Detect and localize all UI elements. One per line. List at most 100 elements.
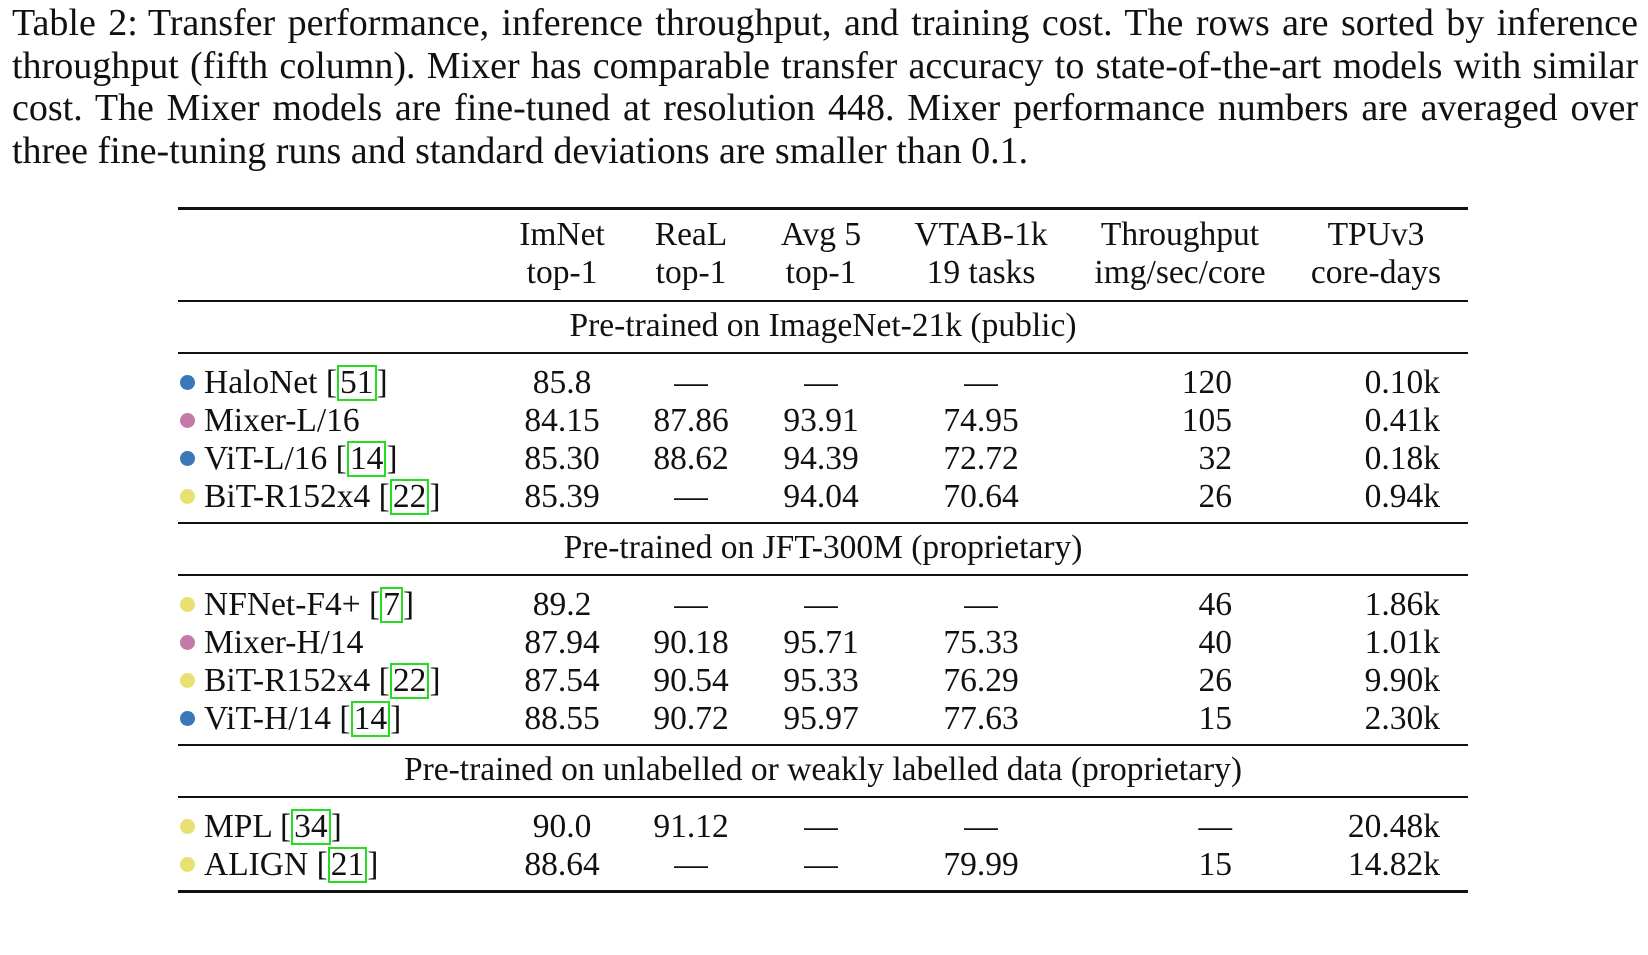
- header-avg5: Avg 5 top-1: [780, 216, 862, 291]
- avg5-cell: 95.97: [783, 700, 859, 737]
- avg5-cell: —: [804, 364, 838, 401]
- group-header-row: Pre-trained on JFT-300M (proprietary): [178, 523, 1468, 575]
- imnet-cell: 85.8: [532, 364, 592, 401]
- legend-dot-icon: [180, 635, 195, 650]
- model-name: ViT-H/14 [: [204, 700, 351, 737]
- header-throughput: Throughput img/sec/core: [1094, 216, 1266, 291]
- avg5-cell: 94.04: [783, 478, 859, 515]
- model-cell: HaloNet [51]: [178, 353, 498, 402]
- model-name: BiT-R152x4 [: [204, 662, 390, 699]
- group-title: Pre-trained on unlabelled or weakly labe…: [403, 751, 1243, 788]
- table-row: NFNet-F4+ [7] 89.2 — — — 46 1.86k: [178, 575, 1468, 624]
- citation-bracket: ]: [402, 586, 415, 623]
- real-cell: —: [674, 586, 708, 623]
- model-cell: NFNet-F4+ [7]: [178, 575, 498, 624]
- table-row: BiT-R152x4 [22] 87.54 90.54 95.33 76.29 26 9.9…: [178, 662, 1468, 700]
- tpu-cell: 0.94k: [1364, 478, 1440, 515]
- tpu-cell: 2.30k: [1364, 700, 1440, 737]
- real-cell: 90.54: [653, 662, 729, 699]
- table-header-row: ImNet top-1 ReaL top-1 Avg 5 top-1 VTAB-1k 1…: [178, 208, 1468, 302]
- header-model: [178, 209, 498, 302]
- model-name: ALIGN [: [204, 846, 328, 883]
- citation-link[interactable]: 21: [327, 847, 368, 883]
- real-cell: 91.12: [653, 808, 729, 845]
- imnet-cell: 88.55: [524, 700, 600, 737]
- citation-link[interactable]: 7: [380, 587, 403, 623]
- citation-link[interactable]: 22: [389, 479, 430, 515]
- avg5-cell: —: [804, 808, 838, 845]
- table-row: Mixer-L/16 84.15 87.86 93.91 74.95 105 0.41k: [178, 402, 1468, 440]
- vtab-cell: 72.72: [943, 440, 1019, 477]
- imnet-cell: 90.0: [532, 808, 592, 845]
- results-table: ImNet top-1 ReaL top-1 Avg 5 top-1 VTAB-1k 1…: [178, 207, 1468, 893]
- imnet-cell: 89.2: [532, 586, 592, 623]
- imnet-cell: 87.94: [524, 624, 600, 661]
- real-cell: —: [674, 846, 708, 883]
- table-caption: Table 2: Transfer performance, inference …: [12, 2, 1638, 172]
- imnet-cell: 87.54: [524, 662, 600, 699]
- throughput-cell: 15: [1198, 846, 1233, 883]
- model-name: Mixer-L/16: [204, 402, 360, 439]
- model-name: HaloNet [: [204, 364, 338, 401]
- group-title: Pre-trained on ImageNet-21k (public): [569, 307, 1077, 344]
- tpu-cell: 20.48k: [1347, 808, 1440, 845]
- tpu-cell: 1.01k: [1364, 624, 1440, 661]
- tpu-cell: 0.10k: [1364, 364, 1440, 401]
- vtab-cell: 79.99: [943, 846, 1019, 883]
- throughput-cell: 40: [1198, 624, 1233, 661]
- throughput-cell: 32: [1198, 440, 1233, 477]
- citation-bracket: ]: [367, 846, 379, 883]
- citation-link[interactable]: 14: [350, 701, 391, 737]
- citation-link[interactable]: 22: [389, 663, 430, 699]
- throughput-cell: 15: [1198, 700, 1233, 737]
- model-cell: Mixer-H/14: [178, 624, 498, 662]
- real-cell: 90.18: [653, 624, 729, 661]
- imnet-cell: 84.15: [524, 402, 600, 439]
- citation-link[interactable]: 51: [337, 365, 377, 401]
- header-imnet: ImNet top-1: [519, 216, 605, 291]
- avg5-cell: —: [804, 586, 838, 623]
- tpu-cell: 1.86k: [1364, 586, 1440, 623]
- avg5-cell: 95.33: [783, 662, 859, 699]
- table-row: HaloNet [51] 85.8 — — — 120 0.10k: [178, 353, 1468, 402]
- model-cell: ALIGN [21]: [178, 846, 498, 892]
- throughput-cell: 46: [1198, 586, 1233, 623]
- legend-dot-icon: [180, 413, 195, 428]
- imnet-cell: 88.64: [524, 846, 600, 883]
- avg5-cell: 94.39: [783, 440, 859, 477]
- model-cell: ViT-H/14 [14]: [178, 700, 498, 745]
- model-cell: BiT-R152x4 [22]: [178, 662, 498, 700]
- tpu-cell: 14.82k: [1347, 846, 1440, 883]
- throughput-cell: 26: [1198, 478, 1233, 515]
- citation-bracket: ]: [376, 364, 388, 401]
- legend-dot-icon: [180, 489, 195, 504]
- header-real: ReaL top-1: [654, 216, 728, 291]
- table-row: ViT-L/16 [14] 85.30 88.62 94.39 72.72 32 0.18k: [178, 440, 1468, 478]
- model-name: NFNet-F4+ [: [204, 586, 381, 623]
- table-row: ALIGN [21] 88.64 — — 79.99 15 14.82k: [178, 846, 1468, 892]
- results-table-container: ImNet top-1 ReaL top-1 Avg 5 top-1 VTAB-1k 1…: [178, 207, 1468, 893]
- table-row: ViT-H/14 [14] 88.55 90.72 95.97 77.63 15 2.30k: [178, 700, 1468, 745]
- throughput-cell: —: [1198, 808, 1233, 845]
- legend-dot-icon: [180, 375, 195, 390]
- vtab-cell: 76.29: [943, 662, 1019, 699]
- group-header-row: Pre-trained on unlabelled or weakly labe…: [178, 745, 1468, 797]
- header-tpu: TPUv3 core-days: [1310, 216, 1442, 291]
- header-vtab: VTAB-1k 19 tasks: [914, 216, 1048, 291]
- citation-bracket: ]: [390, 700, 402, 737]
- citation-bracket: ]: [386, 440, 398, 477]
- throughput-cell: 26: [1198, 662, 1233, 699]
- citation-bracket: ]: [330, 808, 342, 845]
- avg5-cell: —: [804, 846, 838, 883]
- imnet-cell: 85.39: [524, 478, 600, 515]
- real-cell: —: [674, 364, 708, 401]
- citation-link[interactable]: 14: [346, 441, 387, 477]
- throughput-cell: 120: [1181, 364, 1232, 401]
- model-name: MPL [: [204, 808, 292, 845]
- legend-dot-icon: [180, 597, 195, 612]
- vtab-cell: 74.95: [943, 402, 1019, 439]
- model-name: ViT-L/16 [: [204, 440, 347, 477]
- vtab-cell: —: [964, 586, 998, 623]
- citation-link[interactable]: 34: [291, 809, 331, 845]
- vtab-cell: —: [964, 808, 998, 845]
